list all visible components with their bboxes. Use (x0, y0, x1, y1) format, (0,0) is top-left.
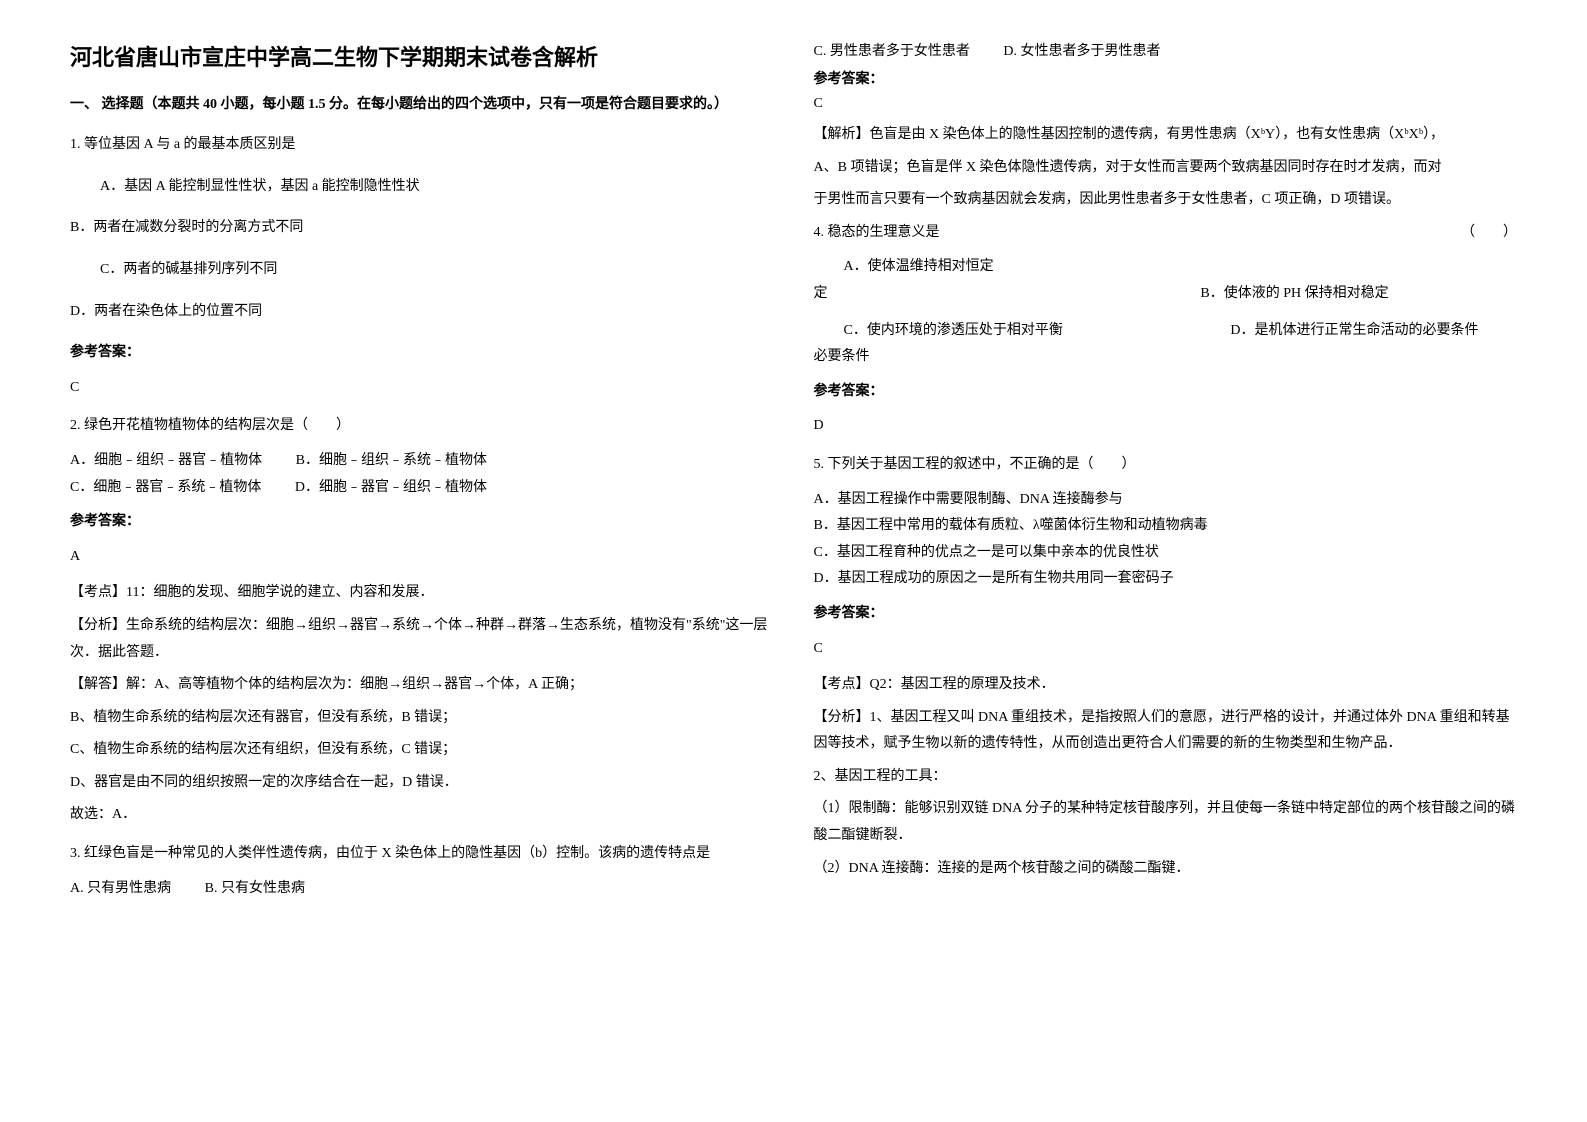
q2-options-row1: A．细胞﹣组织﹣器官﹣植物体 B．细胞﹣组织﹣系统﹣植物体 (70, 448, 774, 475)
q4-option-c: C．使内环境的渗透压处于相对平衡 (844, 318, 1231, 345)
left-column: 河北省唐山市宣庄中学高二生物下学期期末试卷含解析 一、 选择题（本题共 40 小… (50, 40, 794, 1082)
q1-answer-label: 参考答案： (70, 340, 774, 367)
question-3: 3. 红绿色盲是一种常见的人类伴性遗传病，由位于 X 染色体上的隐性基因（b）控… (70, 841, 774, 902)
q4-filler: 定 (814, 281, 1201, 308)
q2-option-a: A．细胞﹣组织﹣器官﹣植物体 (70, 448, 262, 475)
q5-option-d: D．基因工程成功的原因之一是所有生物共用同一套密码子 (814, 566, 1518, 593)
q2-solve5: 故选：A． (70, 802, 774, 829)
document-title: 河北省唐山市宣庄中学高二生物下学期期末试卷含解析 (70, 40, 774, 72)
question-5: 5. 下列关于基因工程的叙述中，不正确的是（ ） A．基因工程操作中需要限制酶、… (814, 452, 1518, 882)
q3-analysis2: A、B 项错误；色盲是伴 X 染色体隐性遗传病，对于女性而言要两个致病基因同时存… (814, 155, 1518, 182)
q2-answer: A (70, 544, 774, 571)
q2-answer-label: 参考答案： (70, 509, 774, 536)
q3-option-b: B. 只有女性患病 (205, 876, 305, 903)
question-1: 1. 等位基因 A 与 a 的最基本质区别是 A．基因 A 能控制显性性状，基因… (70, 132, 774, 401)
q2-solve3: C、植物生命系统的结构层次还有组织，但没有系统，C 错误； (70, 737, 774, 764)
q5-option-a: A．基因工程操作中需要限制酶、DNA 连接酶参与 (814, 487, 1518, 514)
q1-option-d: D．两者在染色体上的位置不同 (70, 299, 774, 326)
q3-option-d: D. 女性患者多于男性患者 (1003, 40, 1160, 60)
q2-option-d: D．细胞﹣器官﹣组织﹣植物体 (295, 475, 487, 502)
q1-option-a: A．基因 A 能控制显性性状，基因 a 能控制隐性性状 (100, 174, 774, 201)
q3-options-row2: C. 男性患者多于女性患者 D. 女性患者多于男性患者 (814, 40, 1518, 60)
q2-solve2: B、植物生命系统的结构层次还有器官，但没有系统，B 错误； (70, 705, 774, 732)
q4-filler2: 必要条件 (814, 344, 1518, 371)
q4-row2: 定 B．使体液的 PH 保持相对稳定 (814, 281, 1518, 308)
q3-options-row1: A. 只有男性患病 B. 只有女性患病 (70, 876, 774, 903)
q4-paren: （ ） (1461, 220, 1517, 247)
q2-option-b: B．细胞﹣组织﹣系统﹣植物体 (296, 448, 487, 475)
q3-analysis1: 【解析】色盲是由 X 染色体上的隐性基因控制的遗传病，有男性患病（XᵇY），也有… (814, 122, 1518, 149)
q1-answer: C (70, 375, 774, 402)
q5-tool-header: 2、基因工程的工具： (814, 764, 1518, 791)
q5-tool1: （1）限制酶：能够识别双链 DNA 分子的某种特定核苷酸序列，并且使每一条链中特… (814, 796, 1518, 849)
q4-answer-label: 参考答案： (814, 379, 1518, 406)
q2-text: 2. 绿色开花植物植物体的结构层次是（ ） (70, 413, 774, 440)
q1-option-c: C．两者的碱基排列序列不同 (100, 257, 774, 284)
q5-answer: C (814, 636, 1518, 663)
q2-point: 【考点】11：细胞的发现、细胞学说的建立、内容和发展． (70, 580, 774, 607)
q1-option-b: B．两者在减数分裂时的分离方式不同 (70, 215, 774, 242)
q2-solve4: D、器官是由不同的组织按照一定的次序结合在一起，D 错误． (70, 770, 774, 797)
question-4: 4. 稳态的生理意义是 （ ） A．使体温维持相对恒定 定 B．使体液的 PH … (814, 220, 1518, 440)
q5-analysis: 【分析】1、基因工程又叫 DNA 重组技术，是指按照人们的意愿，进行严格的设计，… (814, 705, 1518, 758)
q2-solve1: 【解答】解：A、高等植物个体的结构层次为：细胞→组织→器官→个体，A 正确； (70, 672, 774, 699)
q4-row3: C．使内环境的渗透压处于相对平衡 D．是机体进行正常生命活动的必要条件 (814, 318, 1518, 345)
q5-option-b: B．基因工程中常用的载体有质粒、λ噬菌体衍生物和动植物病毒 (814, 513, 1518, 540)
q4-option-a: A．使体温维持相对恒定 (844, 254, 1231, 281)
q5-tool2: （2）DNA 连接酶：连接的是两个核苷酸之间的磷酸二酯键． (814, 856, 1518, 883)
q2-option-c: C．细胞﹣器官﹣系统﹣植物体 (70, 475, 261, 502)
question-2: 2. 绿色开花植物植物体的结构层次是（ ） A．细胞﹣组织﹣器官﹣植物体 B．细… (70, 413, 774, 829)
q5-text: 5. 下列关于基因工程的叙述中，不正确的是（ ） (814, 452, 1518, 479)
q4-text-row: 4. 稳态的生理意义是 （ ） (814, 220, 1518, 247)
q1-text: 1. 等位基因 A 与 a 的最基本质区别是 (70, 132, 774, 159)
q2-options-row2: C．细胞﹣器官﹣系统﹣植物体 D．细胞﹣器官﹣组织﹣植物体 (70, 475, 774, 502)
q2-analysis: 【分析】生命系统的结构层次：细胞→组织→器官→系统→个体→种群→群落→生态系统，… (70, 613, 774, 666)
q4-answer: D (814, 413, 1518, 440)
q3-text: 3. 红绿色盲是一种常见的人类伴性遗传病，由位于 X 染色体上的隐性基因（b）控… (70, 841, 774, 868)
q5-option-c: C．基因工程育种的优点之一是可以集中亲本的优良性状 (814, 540, 1518, 567)
q4-text: 4. 稳态的生理意义是 (814, 220, 940, 247)
q3-answer: C (814, 96, 1518, 112)
right-column: C. 男性患者多于女性患者 D. 女性患者多于男性患者 参考答案： C 【解析】… (794, 40, 1538, 1082)
q5-point: 【考点】Q2：基因工程的原理及技术． (814, 672, 1518, 699)
q3-analysis3: 于男性而言只要有一个致病基因就会发病，因此男性患者多于女性患者，C 项正确，D … (814, 187, 1518, 214)
q3-answer-label: 参考答案： (814, 68, 1518, 88)
q5-answer-label: 参考答案： (814, 601, 1518, 628)
q3-option-a: A. 只有男性患病 (70, 876, 171, 903)
q4-option-b: B．使体液的 PH 保持相对稳定 (1200, 281, 1388, 308)
section-header: 一、 选择题（本题共 40 小题，每小题 1.5 分。在每小题给出的四个选项中，… (70, 92, 774, 117)
q4-row1: A．使体温维持相对恒定 (814, 254, 1518, 281)
q4-option-d: D．是机体进行正常生命活动的必要条件 (1230, 318, 1478, 345)
q3-option-c: C. 男性患者多于女性患者 (814, 40, 970, 60)
